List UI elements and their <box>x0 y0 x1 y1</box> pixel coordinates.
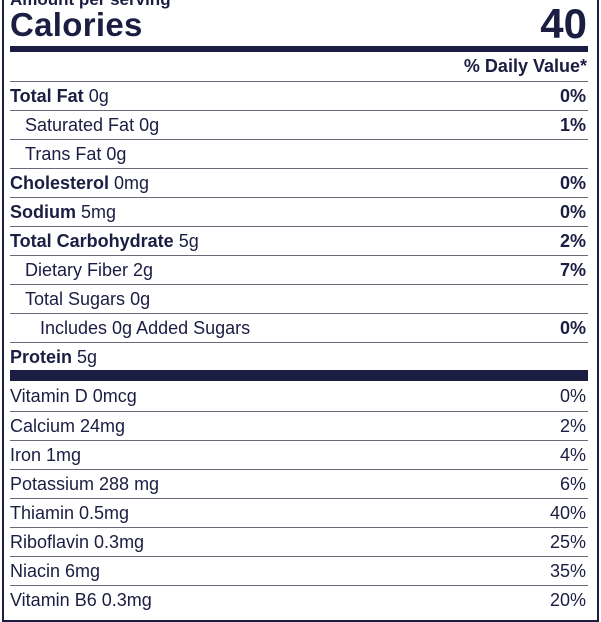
vitamin-dv: 2% <box>559 416 586 436</box>
vitamin-dv: 40% <box>549 503 586 523</box>
nutrient-amount: 0g <box>88 86 109 106</box>
vitamin-row: Niacin 6mg 35% <box>10 556 588 585</box>
nutrient-amount: 2g <box>133 260 154 280</box>
nutrient-row: Includes 0g Added Sugars 0% <box>10 313 588 342</box>
vitamin-dv: 20% <box>549 590 586 610</box>
nutrient-amount: 5mg <box>81 202 117 222</box>
vitamin-dv: 0% <box>559 386 586 406</box>
nutrient-amount: 0g <box>139 115 160 135</box>
nutrient-row: Sodium 5mg 0% <box>10 197 588 226</box>
nutrient-dv: 0% <box>559 318 586 338</box>
vitamin-row: Vitamin D 0mcg 0% <box>10 382 588 411</box>
nutrient-amount: 0g <box>130 289 151 309</box>
nutrient-row: Protein 5g <box>10 342 588 371</box>
vitamin-label: Niacin 6mg <box>10 561 101 581</box>
nutrient-label: Total Sugars 0g <box>10 285 150 313</box>
vitamin-row: Vitamin B6 0.3mg 20% <box>10 585 588 614</box>
vitamin-label: Riboflavin 0.3mg <box>10 532 145 552</box>
nutrient-dv: 1% <box>559 115 586 135</box>
nutrient-row: Cholesterol 0mg 0% <box>10 168 588 197</box>
nutrient-dv: 0% <box>559 86 586 106</box>
nutrient-name: Saturated Fat <box>25 115 135 135</box>
vitamin-dv: 25% <box>549 532 586 552</box>
nutrient-label: Includes 0g Added Sugars <box>10 314 250 342</box>
vitamin-label: Calcium 24mg <box>10 416 126 436</box>
vitamin-row: Calcium 24mg 2% <box>10 411 588 440</box>
nutrient-label: Saturated Fat 0g <box>10 111 159 139</box>
vitamin-label: Thiamin 0.5mg <box>10 503 130 523</box>
daily-value-header: % Daily Value* <box>463 56 587 76</box>
nutrient-amount: 0g <box>106 144 127 164</box>
nutrient-name: Protein <box>10 347 73 367</box>
vitamin-dv: 6% <box>559 474 586 494</box>
nutrient-name: Total Fat <box>10 86 84 106</box>
nutrient-name: Includes 0g Added Sugars <box>40 318 251 338</box>
nutrient-dv: 0% <box>559 202 586 222</box>
vitamin-label: Iron 1mg <box>10 445 82 465</box>
vitamin-row: Thiamin 0.5mg 40% <box>10 498 588 527</box>
nutrient-row: Total Fat 0g 0% <box>10 81 588 110</box>
nutrient-label: Total Carbohydrate 5g <box>10 227 199 255</box>
nutrient-label: Cholesterol 0mg <box>10 169 149 197</box>
vitamin-label: Vitamin B6 0.3mg <box>10 590 152 610</box>
nutrient-dv: 0% <box>559 173 586 193</box>
nutrient-amount: 5g <box>178 231 199 251</box>
vitamin-row: Iron 1mg 4% <box>10 440 588 469</box>
vitamin-row: Riboflavin 0.3mg 25% <box>10 527 588 556</box>
nutrient-label: Dietary Fiber 2g <box>10 256 153 284</box>
amount-per-serving: Amount per serving <box>10 0 171 10</box>
vitamin-dv: 4% <box>559 445 586 465</box>
vitamin-row: Potassium 288 mg 6% <box>10 469 588 498</box>
nutrient-row: Dietary Fiber 2g 7% <box>10 255 588 284</box>
nutrient-name: Dietary Fiber <box>25 260 129 280</box>
nutrient-row: Total Carbohydrate 5g 2% <box>10 226 588 255</box>
nutrient-amount: 5g <box>77 347 98 367</box>
thick-divider <box>10 46 588 52</box>
calories-label: Calories <box>10 6 143 43</box>
nutrient-name: Sodium <box>10 202 76 222</box>
nutrient-amount: 0mg <box>114 173 150 193</box>
thick-divider <box>10 370 588 381</box>
vitamin-label: Potassium 288 mg <box>10 474 160 494</box>
nutrient-dv: 7% <box>559 260 586 280</box>
nutrient-label: Sodium 5mg <box>10 198 116 226</box>
nutrient-name: Total Sugars <box>25 289 126 309</box>
nutrient-name: Cholesterol <box>10 173 110 193</box>
vitamin-label: Vitamin D 0mcg <box>10 386 137 406</box>
nutrient-dv: 2% <box>559 231 586 251</box>
nutrient-row: Total Sugars 0g <box>10 284 588 313</box>
nutrient-name: Total Carbohydrate <box>10 231 174 251</box>
nutrient-label: Total Fat 0g <box>10 82 109 110</box>
calories-value: 40 <box>540 0 587 47</box>
nutrient-row: Trans Fat 0g <box>10 139 588 168</box>
nutrient-row: Saturated Fat 0g 1% <box>10 110 588 139</box>
nutrient-label: Trans Fat 0g <box>10 140 126 168</box>
nutrient-name: Trans Fat <box>25 144 102 164</box>
nutrient-label: Protein 5g <box>10 343 97 371</box>
vitamin-dv: 35% <box>549 561 586 581</box>
